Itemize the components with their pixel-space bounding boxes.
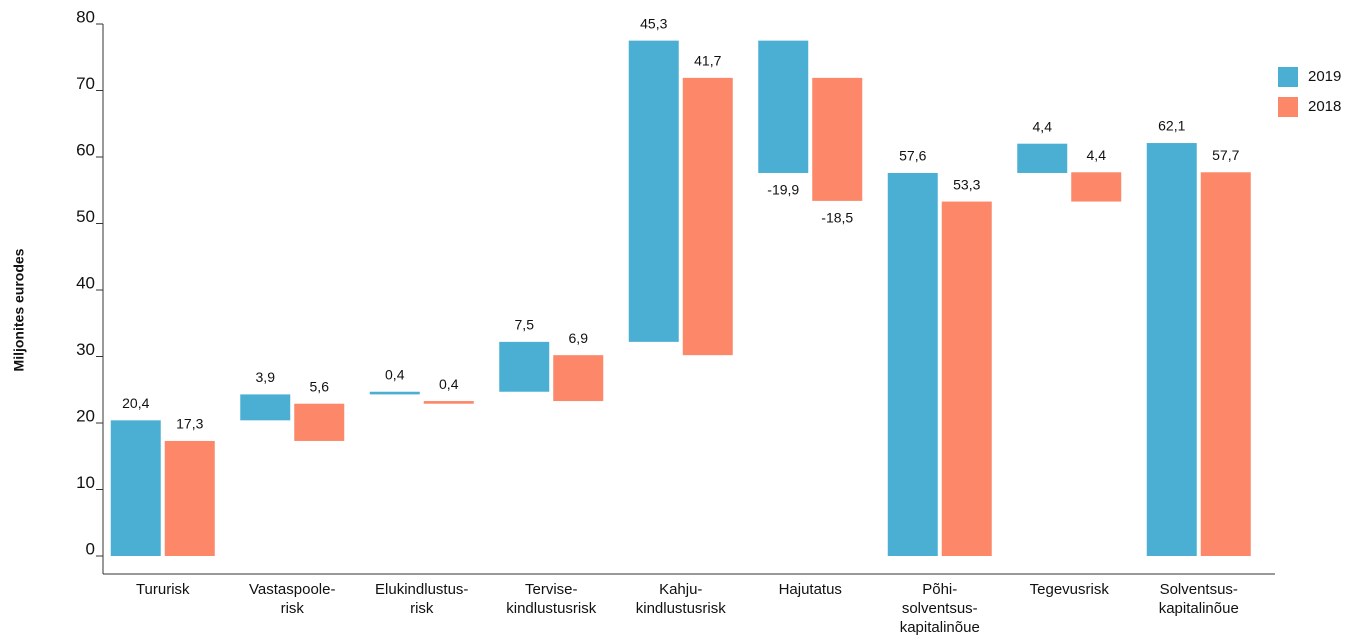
value-label: 41,7 — [694, 53, 721, 69]
value-label: -19,9 — [767, 182, 799, 198]
bar — [1200, 172, 1251, 557]
value-label: 4,4 — [1033, 118, 1053, 134]
legend-label: 2019 — [1308, 68, 1341, 85]
x-tick-label: Elukindlustus-risk — [375, 581, 468, 617]
bar — [294, 403, 345, 441]
value-label: 0,4 — [439, 376, 459, 392]
value-label: 7,5 — [515, 317, 535, 333]
y-axis-label: Miljonites eurodes — [11, 248, 27, 371]
y-tick-label: 80 — [76, 7, 95, 26]
y-tick-label: 40 — [76, 273, 95, 292]
bar — [553, 355, 604, 402]
value-label: 3,9 — [256, 369, 276, 385]
y-tick-label: 50 — [76, 207, 95, 226]
x-tick-label: Tururisk — [136, 581, 190, 598]
x-tick-label: Kahju-kindlustusrisk — [636, 581, 727, 617]
value-label: 4,4 — [1087, 147, 1107, 163]
value-label: 17,3 — [176, 416, 203, 432]
y-tick-label: 60 — [76, 140, 95, 159]
legend-label: 2018 — [1308, 98, 1341, 115]
y-tick-label: 20 — [76, 406, 95, 425]
value-label: 20,4 — [122, 395, 149, 411]
y-tick-label: 0 — [86, 539, 95, 558]
bar — [110, 420, 161, 556]
value-label: 62,1 — [1158, 118, 1185, 134]
bar — [812, 77, 863, 201]
bar — [369, 391, 420, 395]
x-tick-label: Tervise-kindlustusrisk — [506, 581, 597, 617]
bar — [887, 172, 938, 556]
value-label: 57,6 — [899, 148, 926, 164]
legend-swatch — [1278, 67, 1298, 87]
bar — [1017, 143, 1068, 173]
y-tick-label: 10 — [76, 473, 95, 492]
bar — [164, 440, 215, 556]
bar — [628, 40, 679, 342]
legend-swatch — [1278, 97, 1298, 117]
value-label: 57,7 — [1212, 147, 1239, 163]
x-tick-label: Põhi-solventsus-kapitalinõue — [900, 581, 980, 636]
bar — [423, 401, 474, 404]
bar — [758, 40, 809, 173]
bar — [240, 394, 291, 421]
bar — [1146, 143, 1197, 556]
bar — [682, 77, 733, 356]
value-label: 45,3 — [640, 15, 667, 31]
value-label: 6,9 — [569, 330, 589, 346]
y-tick-label: 70 — [76, 74, 95, 93]
bar — [499, 341, 550, 392]
value-label: 5,6 — [310, 378, 330, 394]
value-label: 53,3 — [953, 176, 980, 192]
value-label: -18,5 — [821, 210, 853, 226]
value-label: 0,4 — [385, 366, 405, 382]
x-tick-label: Tegevusrisk — [1030, 581, 1110, 598]
y-tick-label: 30 — [76, 340, 95, 359]
x-tick-label: Vastaspoole-risk — [249, 581, 335, 617]
x-tick-label: Hajutatus — [779, 581, 842, 598]
x-tick-label: Solventsus-kapitalinõue — [1159, 581, 1239, 617]
bar — [941, 201, 992, 556]
bar — [1071, 172, 1122, 202]
